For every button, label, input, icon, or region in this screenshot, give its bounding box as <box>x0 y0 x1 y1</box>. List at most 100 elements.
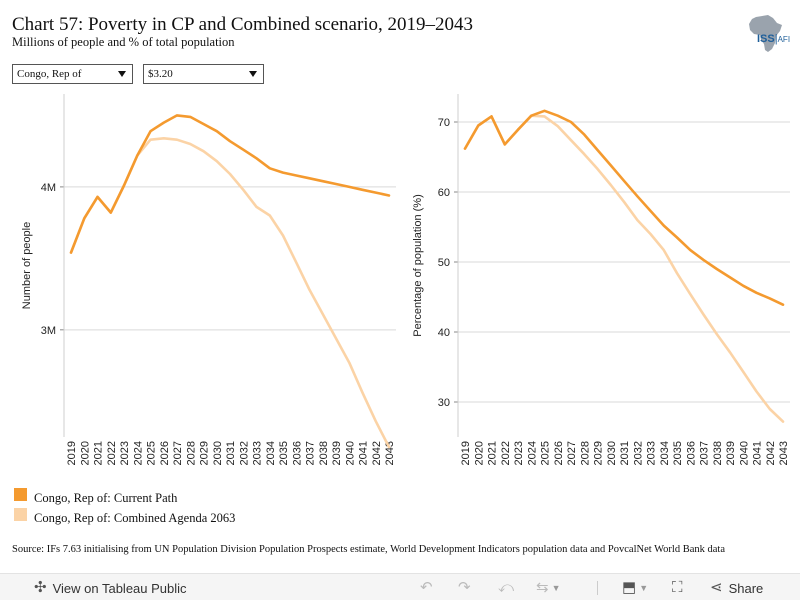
y-axis-title: Percentage of population (%) <box>412 194 424 336</box>
country-dropdown[interactable]: Congo, Rep of <box>12 64 133 84</box>
source-note: Source: IFs 7.63 initialising from UN Po… <box>12 544 725 555</box>
x-tick-label: 2032 <box>238 441 250 465</box>
fullscreen-icon: ⛶ <box>672 579 683 596</box>
download-button[interactable]: ⬒ ▼ <box>622 579 648 597</box>
fullscreen-button[interactable]: ⛶ <box>672 579 683 597</box>
tableau-icon: ✣ <box>34 579 47 596</box>
logo-separator: | <box>774 33 778 45</box>
share-button[interactable]: ⋖ Share <box>710 579 763 597</box>
x-tick-label: 2043 <box>384 441 396 465</box>
y-tick-label: 70 <box>438 117 450 129</box>
y-axis-title: Number of people <box>21 222 33 309</box>
x-tick-label: 2020 <box>473 441 485 465</box>
x-tick-label: 2036 <box>685 441 697 465</box>
africa-map-icon <box>749 15 782 52</box>
x-tick-label: 2041 <box>358 441 370 465</box>
refresh-icon: ⇆ <box>536 579 549 596</box>
x-tick-label: 2022 <box>106 441 118 465</box>
x-tick-label: 2030 <box>212 441 224 465</box>
x-tick-label: 2036 <box>291 441 303 465</box>
x-tick-label: 2022 <box>500 441 512 465</box>
x-tick-label: 2037 <box>699 441 711 465</box>
legend-swatch-combined <box>14 508 27 521</box>
x-tick-label: 2040 <box>738 441 750 465</box>
x-tick-label: 2019 <box>66 441 78 465</box>
country-dropdown-value: Congo, Rep of <box>17 68 82 80</box>
x-tick-label: 2035 <box>672 441 684 465</box>
x-tick-label: 2021 <box>487 441 499 465</box>
x-tick-label: 2038 <box>712 441 724 465</box>
x-tick-label: 2025 <box>540 441 552 465</box>
refresh-button[interactable]: ⇆ ▼ <box>536 579 561 597</box>
redo-icon: ↷ <box>458 579 471 596</box>
x-tick-label: 2026 <box>553 441 565 465</box>
x-tick-label: 2034 <box>659 441 671 465</box>
x-tick-label: 2024 <box>526 441 538 465</box>
x-tick-label: 2024 <box>132 441 144 465</box>
x-tick-label: 2029 <box>199 441 211 465</box>
chevron-down-icon <box>118 71 126 77</box>
x-tick-label: 2028 <box>579 441 591 465</box>
x-tick-label: 2029 <box>593 441 605 465</box>
share-label: Share <box>728 580 764 596</box>
x-tick-label: 2042 <box>371 441 383 465</box>
view-on-tableau-label: View on Tableau Public <box>52 580 187 596</box>
toolbar-divider <box>597 581 598 595</box>
x-tick-label: 2043 <box>778 441 790 465</box>
legend-swatch-current-path <box>14 488 27 501</box>
chart-title: Chart 57: Poverty in CP and Combined sce… <box>12 14 474 35</box>
legend-label-combined: Congo, Rep of: Combined Agenda 2063 <box>34 511 236 525</box>
x-tick-label: 2038 <box>318 441 330 465</box>
threshold-dropdown-value: $3.20 <box>148 68 173 80</box>
y-tick-label: 50 <box>438 257 450 269</box>
x-tick-label: 2030 <box>606 441 618 465</box>
y-tick-label: 4M <box>41 182 56 194</box>
y-tick-label: 30 <box>438 397 450 409</box>
redo-button[interactable]: ↷ <box>458 579 471 597</box>
x-tick-label: 2039 <box>331 441 343 465</box>
chart-subtitle: Millions of people and % of total popula… <box>12 35 235 49</box>
share-icon: ⋖ <box>710 579 723 596</box>
x-tick-label: 2023 <box>119 441 131 465</box>
x-tick-label: 2031 <box>619 441 631 465</box>
x-tick-label: 2042 <box>765 441 777 465</box>
x-tick-label: 2035 <box>278 441 290 465</box>
x-tick-label: 2033 <box>646 441 658 465</box>
x-tick-label: 2026 <box>159 441 171 465</box>
revert-button[interactable]: ⤺ <box>498 579 514 597</box>
undo-button[interactable]: ↶ <box>420 579 433 597</box>
series-line-current-path <box>463 109 785 307</box>
logo-suffix: AFI <box>777 35 791 44</box>
threshold-dropdown[interactable]: $3.20 <box>143 64 264 84</box>
x-tick-label: 2041 <box>752 441 764 465</box>
y-tick-label: 60 <box>438 187 450 199</box>
undo-icon: ↶ <box>420 579 433 596</box>
chevron-down-icon: ▼ <box>639 583 649 593</box>
iss-logo: ISS|AFI <box>757 33 790 45</box>
download-icon: ⬒ <box>622 579 637 596</box>
view-on-tableau-link[interactable]: ✣ View on Tableau Public <box>34 579 187 597</box>
x-tick-label: 2020 <box>79 441 91 465</box>
x-tick-label: 2037 <box>305 441 317 465</box>
series-line-current-path <box>69 114 391 254</box>
x-tick-label: 2027 <box>172 441 184 465</box>
y-tick-label: 40 <box>438 327 450 339</box>
x-tick-label: 2031 <box>225 441 237 465</box>
x-tick-label: 2034 <box>265 441 277 465</box>
x-tick-label: 2032 <box>632 441 644 465</box>
legend-label-current-path: Congo, Rep of: Current Path <box>34 491 178 505</box>
x-tick-label: 2040 <box>344 441 356 465</box>
chevron-down-icon: ▼ <box>551 583 561 593</box>
x-tick-label: 2033 <box>252 441 264 465</box>
y-tick-label: 3M <box>41 325 56 337</box>
x-tick-label: 2019 <box>460 441 472 465</box>
x-tick-label: 2039 <box>725 441 737 465</box>
logo-text: ISS <box>757 33 775 45</box>
chevron-down-icon <box>249 71 257 77</box>
series-line-combined <box>463 114 785 423</box>
x-tick-label: 2025 <box>146 441 158 465</box>
x-tick-label: 2028 <box>185 441 197 465</box>
revert-icon: ⤺ <box>498 579 515 596</box>
x-tick-label: 2021 <box>93 441 105 465</box>
